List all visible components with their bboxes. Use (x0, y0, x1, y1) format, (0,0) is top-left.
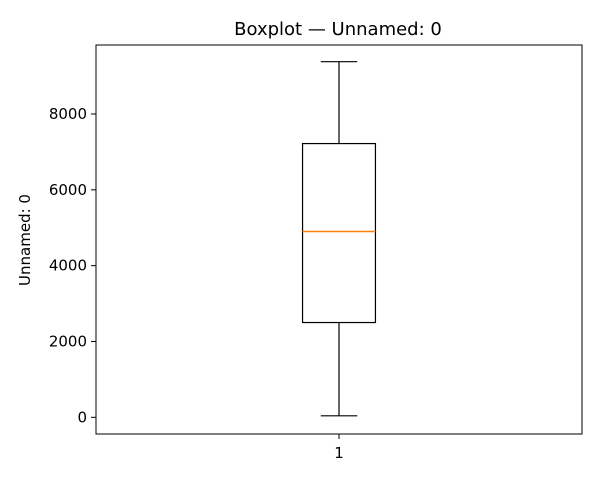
plot-area: 0 2000 4000 6000 8000 1 (49, 61, 377, 462)
x-tick-label: 1 (334, 444, 344, 462)
chart-title: Boxplot — Unnamed: 0 (234, 19, 442, 40)
box-iqr (301, 142, 377, 324)
y-axis-label: Unnamed: 0 (16, 194, 34, 286)
y-tick-label: 8000 (49, 105, 87, 123)
y-tick-label: 2000 (49, 332, 87, 350)
y-tick-label: 4000 (49, 257, 87, 275)
axes-frame (95, 44, 583, 435)
y-tick-label: 6000 (49, 181, 87, 199)
y-tick-label: 0 (77, 408, 87, 426)
